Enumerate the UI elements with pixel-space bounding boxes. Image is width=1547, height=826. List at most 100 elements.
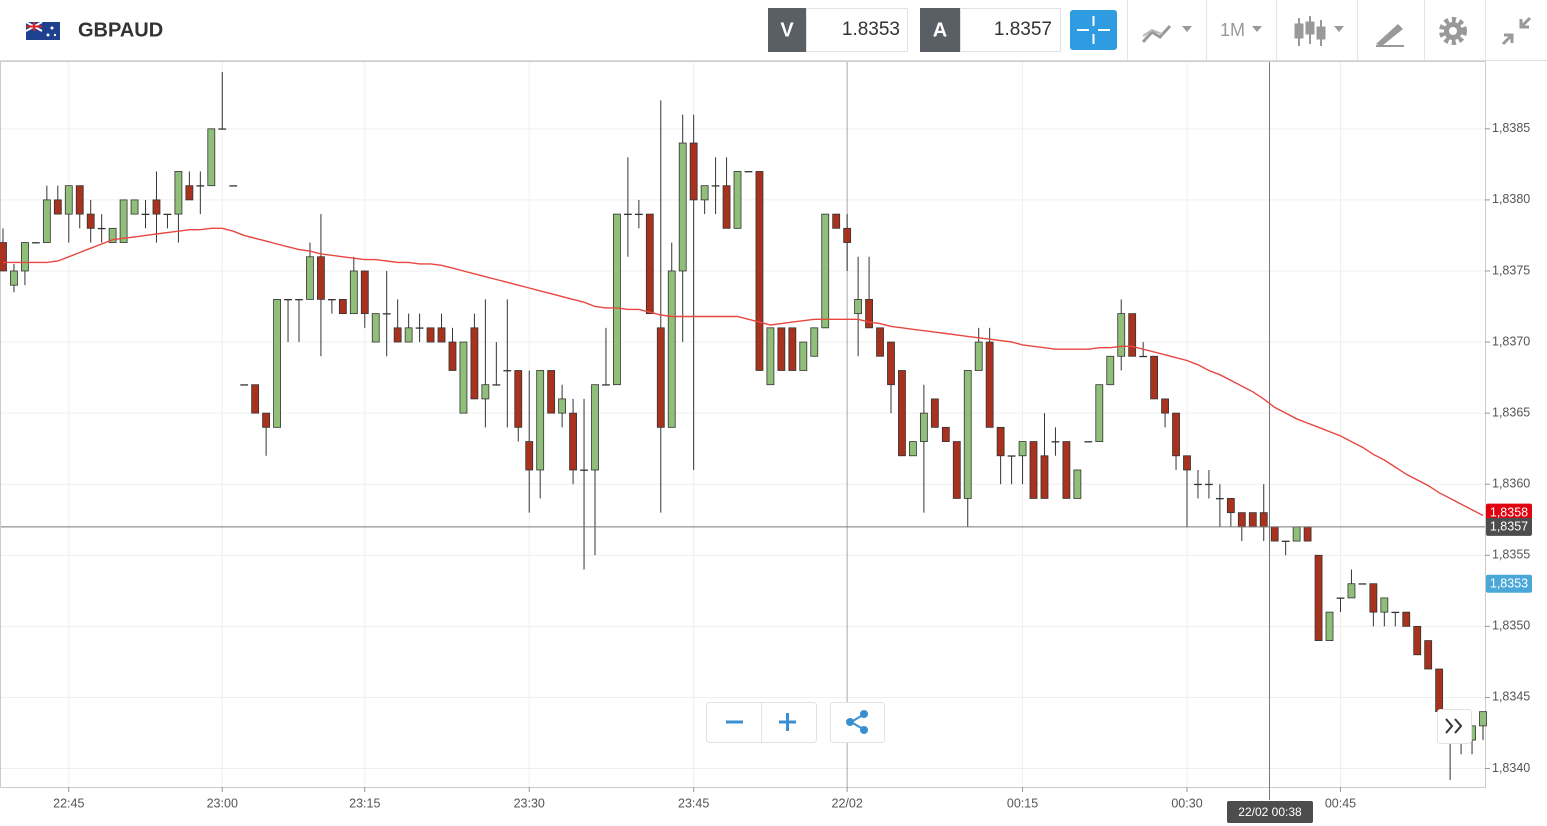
candle-body: [86, 213, 95, 229]
candle-body: [448, 341, 457, 371]
candle-body: [1237, 512, 1246, 528]
timeframe[interactable]: 1M: [1220, 20, 1245, 40]
price-marker-label: 1,8353: [1490, 577, 1528, 591]
timeframe-caret: [1252, 26, 1262, 32]
crosshair-button[interactable]: [1070, 10, 1117, 50]
candle-body: [1347, 583, 1356, 599]
candle-body: [317, 256, 325, 300]
candle-body: [777, 327, 786, 371]
candle-body: [1259, 512, 1268, 528]
candle-body: [240, 384, 249, 386]
candle-body: [1215, 498, 1224, 500]
candle-body: [1380, 597, 1389, 613]
candles-button[interactable]: [1294, 16, 1344, 46]
candle-body: [141, 213, 150, 216]
candle-body: [974, 341, 983, 371]
candle-body: [229, 185, 238, 187]
zoom-controls: [706, 702, 817, 743]
settings-button[interactable]: [1439, 17, 1467, 45]
candle-body: [295, 299, 303, 301]
candle-body: [218, 128, 227, 130]
candle-body: [1040, 455, 1049, 499]
candle-body: [1161, 398, 1169, 414]
price-marker-label: 1,8357: [1490, 520, 1528, 534]
candle-body: [1007, 455, 1016, 457]
candle-body: [1150, 355, 1159, 400]
ask-button[interactable]: [920, 8, 960, 52]
candle-body: [623, 213, 632, 216]
candle-body: [1073, 469, 1082, 499]
price-marker-label: 1,8358: [1490, 505, 1528, 519]
candle-body: [1479, 711, 1487, 727]
candle-body: [503, 370, 512, 372]
candle-body: [1402, 611, 1411, 627]
candle-body: [1248, 512, 1257, 528]
candle-body: [514, 370, 523, 428]
bid-price: 1.8353: [842, 19, 900, 40]
share-button[interactable]: [830, 702, 885, 743]
candle-body: [31, 242, 40, 244]
candle-body: [919, 412, 928, 442]
collapse-button[interactable]: [1501, 16, 1532, 46]
candle-body: [338, 299, 347, 315]
zoom-in-button[interactable]: [779, 713, 796, 731]
candle-body: [558, 398, 567, 414]
candle-body: [569, 412, 577, 471]
chart-type-button[interactable]: [1141, 24, 1192, 44]
candle-body: [1095, 384, 1104, 442]
candle-body: [985, 341, 994, 428]
candle-body: [909, 441, 917, 457]
candle-body: [689, 142, 698, 201]
candle-body: [1358, 583, 1367, 585]
x-tick-label: 22/02: [832, 796, 863, 810]
candles: [0, 71, 1487, 780]
candle-body: [1314, 554, 1323, 641]
candle-body: [349, 270, 358, 315]
candle-body: [1117, 313, 1126, 357]
candle-body: [1062, 441, 1071, 499]
candle-body: [306, 256, 314, 300]
candle-body: [865, 299, 873, 329]
crosshair-time: 22/02 00:38: [1238, 805, 1302, 819]
y-tick-label: 1,8355: [1492, 548, 1530, 562]
candle-body: [656, 327, 665, 428]
candle-body: [327, 299, 336, 301]
candle-body: [832, 213, 841, 229]
grid: 1,8340 1,8345 1,8350 1,8355 1,8360 1,8365 1,83…: [1, 62, 1530, 810]
candle-body: [53, 199, 62, 215]
candle-body: [404, 327, 413, 343]
price-marker: [1486, 503, 1532, 522]
candle-body: [393, 327, 402, 343]
candle-body: [371, 313, 380, 343]
scroll-right-button[interactable]: [1437, 709, 1472, 744]
candle-body: [952, 441, 961, 499]
candle-body: [634, 213, 643, 216]
candle-body: [1336, 597, 1345, 599]
x-tick-label: 23:30: [514, 796, 545, 810]
candle-body: [1084, 441, 1093, 443]
candle-body: [547, 370, 556, 414]
y-tick-label: 1,8365: [1492, 405, 1530, 419]
candle-body: [196, 185, 205, 187]
candle-body: [108, 227, 117, 243]
candle-body: [119, 199, 128, 243]
y-tick-label: 1,8350: [1492, 619, 1530, 633]
candle-body: [700, 185, 709, 201]
candle-body: [492, 384, 501, 386]
candle-body: [437, 327, 446, 343]
moving-average: [3, 227, 1484, 517]
candle-body: [251, 384, 260, 414]
candle-body: [1029, 441, 1038, 499]
bid-box: [806, 8, 908, 52]
bid-button[interactable]: [768, 8, 806, 52]
candle-body: [64, 185, 73, 215]
y-tick-label: 1,8340: [1492, 761, 1530, 775]
candle-body: [470, 327, 479, 400]
draw-button[interactable]: [1376, 24, 1404, 47]
candle-body: [1139, 355, 1148, 358]
candle-body: [711, 185, 720, 187]
bid-label: V: [780, 19, 794, 41]
candle-body: [1270, 526, 1279, 542]
